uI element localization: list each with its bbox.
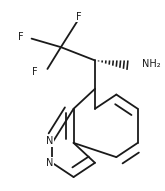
Text: F: F [76, 12, 81, 22]
Text: F: F [18, 32, 24, 42]
Text: N: N [46, 158, 53, 168]
Text: N: N [46, 136, 53, 146]
Text: F: F [32, 67, 38, 77]
Text: NH₂: NH₂ [142, 59, 161, 69]
